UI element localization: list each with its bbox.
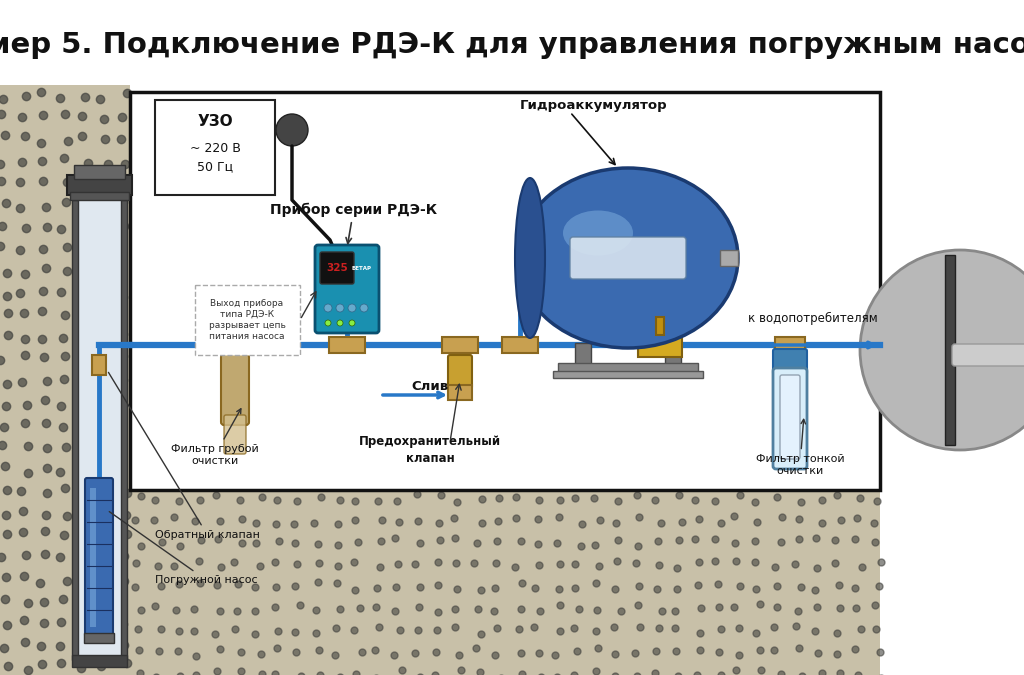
Text: к водопотребителям: к водопотребителям [748, 311, 878, 325]
Bar [121, 200, 127, 660]
Bar [945, 255, 955, 445]
Circle shape [337, 320, 343, 326]
Text: Фильтр тонкой
очистки: Фильтр тонкой очистки [756, 419, 845, 476]
Circle shape [348, 304, 356, 312]
Circle shape [325, 320, 331, 326]
FancyBboxPatch shape [224, 415, 246, 454]
Text: БЕТАР: БЕТАР [351, 265, 371, 271]
Text: Обратный клапан: Обратный клапан [109, 373, 260, 540]
Bar [72, 655, 127, 667]
Bar [130, 92, 880, 490]
Ellipse shape [518, 168, 738, 348]
Bar [775, 337, 805, 353]
FancyBboxPatch shape [85, 478, 113, 637]
Ellipse shape [563, 211, 633, 256]
Circle shape [349, 320, 355, 326]
Circle shape [324, 304, 332, 312]
FancyBboxPatch shape [570, 237, 686, 279]
Bar [72, 200, 78, 660]
Text: Пример 5. Подключение РДЭ-К для управления погружным насосом.: Пример 5. Подключение РДЭ-К для управлен… [0, 31, 1024, 59]
Bar [67, 175, 132, 195]
Bar [90, 488, 96, 627]
Bar [558, 363, 698, 373]
Bar [656, 317, 664, 335]
Bar [638, 333, 682, 357]
FancyBboxPatch shape [319, 252, 354, 284]
Bar [155, 100, 275, 195]
Bar [78, 200, 121, 660]
Bar [70, 192, 129, 200]
FancyBboxPatch shape [780, 375, 800, 459]
Bar [205, 338, 265, 352]
Bar [665, 343, 681, 365]
Bar [195, 285, 300, 355]
Text: Прибор серии РДЭ-К: Прибор серии РДЭ-К [270, 203, 437, 244]
Text: Выход прибора
типа РДЭ-К
разрывает цепь
питания насоса: Выход прибора типа РДЭ-К разрывает цепь … [209, 299, 286, 341]
FancyBboxPatch shape [773, 349, 807, 375]
Text: УЗО: УЗО [198, 115, 232, 130]
Bar [329, 337, 365, 353]
Bar [720, 250, 738, 266]
Text: ~ 220 В
50 Гц: ~ 220 В 50 Гц [189, 142, 241, 173]
Bar [74, 165, 125, 179]
FancyBboxPatch shape [952, 344, 1024, 366]
Text: Слив: Слив [412, 381, 449, 394]
Circle shape [860, 250, 1024, 450]
Circle shape [360, 304, 368, 312]
Bar [553, 371, 703, 378]
Bar [92, 355, 106, 375]
Bar [502, 337, 538, 353]
Text: Фильтр грубой
очистки: Фильтр грубой очистки [171, 409, 259, 466]
Bar [575, 343, 591, 365]
Circle shape [336, 304, 344, 312]
Ellipse shape [515, 178, 545, 338]
Circle shape [276, 114, 308, 146]
FancyBboxPatch shape [315, 245, 379, 333]
Bar [442, 337, 478, 353]
FancyBboxPatch shape [221, 354, 249, 425]
Text: Погружной насос: Погружной насос [110, 512, 258, 585]
Bar [449, 385, 472, 400]
Bar [130, 490, 880, 675]
FancyBboxPatch shape [449, 355, 472, 389]
Text: Гидроаккумулятор: Гидроаккумулятор [520, 99, 668, 111]
Bar [0, 85, 130, 675]
Text: Предохранительный
клапан: Предохранительный клапан [359, 435, 501, 464]
Text: 325: 325 [326, 263, 348, 273]
Bar [84, 633, 114, 643]
FancyBboxPatch shape [773, 368, 807, 469]
